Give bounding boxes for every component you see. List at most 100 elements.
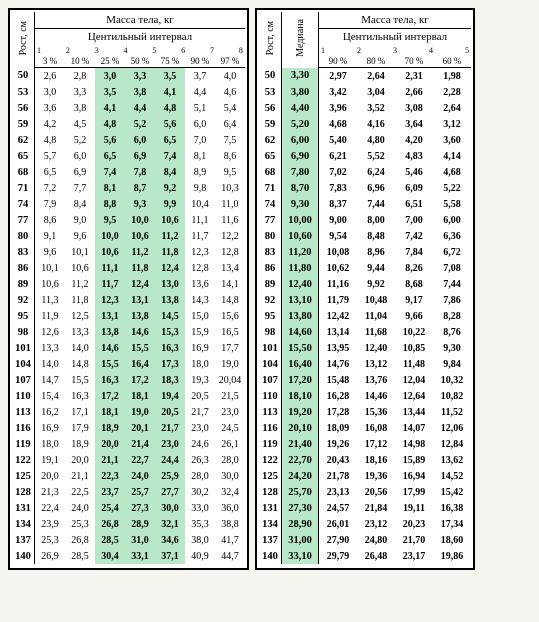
right-cell: 5,22 — [433, 180, 471, 196]
left-cell: 4,4 — [185, 84, 215, 100]
left-cell: 14,0 — [65, 340, 95, 356]
left-cell: 3,6 — [35, 100, 66, 116]
right-height: 89 — [259, 276, 282, 292]
left-cell: 7,0 — [185, 132, 215, 148]
left-cell: 20,0 — [95, 436, 125, 452]
left-cell: 10,6 — [95, 244, 125, 260]
left-cell: 8,7 — [125, 180, 155, 196]
left-cell: 17,2 — [95, 388, 125, 404]
right-cell: 18,60 — [433, 532, 471, 548]
right-cell: 12,04 — [395, 372, 433, 388]
right-median: 3,80 — [282, 84, 319, 100]
left-cell: 11,7 — [95, 276, 125, 292]
right-median: 5,20 — [282, 116, 319, 132]
left-cell: 11,2 — [125, 244, 155, 260]
left-height: 68 — [12, 164, 35, 180]
left-cell: 7,7 — [65, 180, 95, 196]
left-cell: 11,1 — [185, 212, 215, 228]
right-row-header: Рост, см — [259, 12, 282, 68]
left-height: 89 — [12, 276, 35, 292]
right-cell: 9,54 — [319, 228, 358, 244]
left-cell: 11,8 — [125, 260, 155, 276]
left-height: 110 — [12, 388, 35, 404]
right-cell: 3,52 — [357, 100, 395, 116]
left-cell: 32,4 — [215, 484, 245, 500]
right-height: 137 — [259, 532, 282, 548]
right-cell: 16,94 — [395, 468, 433, 484]
left-cell: 12,8 — [215, 244, 245, 260]
left-cell: 11,7 — [185, 228, 215, 244]
left-cell: 7,5 — [215, 132, 245, 148]
right-pct-2: 70 % — [395, 55, 433, 68]
left-cell: 9,6 — [65, 228, 95, 244]
right-panel: Рост, смМедианаМасса тела, кгЦентильный … — [255, 8, 475, 570]
left-cell: 13,8 — [95, 324, 125, 340]
right-cell: 7,44 — [433, 276, 471, 292]
left-cell: 9,5 — [215, 164, 245, 180]
right-median: 10,60 — [282, 228, 319, 244]
left-cell: 12,8 — [185, 260, 215, 276]
left-cell: 13,8 — [155, 292, 185, 308]
left-cell: 8,1 — [185, 148, 215, 164]
left-cell: 11,3 — [35, 292, 66, 308]
left-cell: 19,3 — [185, 372, 215, 388]
right-cell: 14,46 — [357, 388, 395, 404]
left-cell: 15,4 — [35, 388, 66, 404]
right-median: 13,80 — [282, 308, 319, 324]
right-indices: 12345 — [319, 45, 472, 55]
right-cell: 10,22 — [395, 324, 433, 340]
left-table: Рост, смМасса тела, кгЦентильный интерва… — [12, 12, 245, 564]
right-centile-title: Центильный интервал — [319, 29, 472, 46]
left-cell: 3,5 — [95, 84, 125, 100]
right-cell: 23,17 — [395, 548, 433, 564]
left-cell: 14,6 — [125, 324, 155, 340]
right-height: 56 — [259, 100, 282, 116]
left-cell: 18,1 — [125, 388, 155, 404]
left-height: 77 — [12, 212, 35, 228]
right-cell: 14,76 — [319, 356, 358, 372]
left-mass-title: Масса тела, кг — [35, 12, 246, 29]
left-cell: 8,4 — [155, 164, 185, 180]
left-cell: 24,0 — [125, 468, 155, 484]
left-cell: 7,8 — [125, 164, 155, 180]
right-cell: 3,64 — [395, 116, 433, 132]
right-pct-3: 60 % — [433, 55, 471, 68]
right-median: 15,50 — [282, 340, 319, 356]
right-cell: 16,38 — [433, 500, 471, 516]
left-row-header: Рост, см — [12, 12, 35, 68]
right-cell: 7,00 — [395, 212, 433, 228]
right-height: 122 — [259, 452, 282, 468]
right-table: Рост, смМедианаМасса тела, кгЦентильный … — [259, 12, 471, 564]
right-cell: 3,12 — [433, 116, 471, 132]
left-cell: 21,3 — [35, 484, 66, 500]
left-cell: 24,5 — [215, 420, 245, 436]
right-cell: 10,48 — [357, 292, 395, 308]
right-median: 14,60 — [282, 324, 319, 340]
left-cell: 5,2 — [65, 132, 95, 148]
right-cell: 10,85 — [395, 340, 433, 356]
left-cell: 11,1 — [95, 260, 125, 276]
right-median: 11,80 — [282, 260, 319, 276]
right-cell: 7,42 — [395, 228, 433, 244]
left-cell: 10,1 — [35, 260, 66, 276]
right-median: 22,70 — [282, 452, 319, 468]
right-height: 95 — [259, 308, 282, 324]
right-cell: 6,72 — [433, 244, 471, 260]
right-median: 28,90 — [282, 516, 319, 532]
left-indices: 12345678 — [35, 45, 246, 55]
right-cell: 8,68 — [395, 276, 433, 292]
left-height: 131 — [12, 500, 35, 516]
right-cell: 6,96 — [357, 180, 395, 196]
left-cell: 9,1 — [35, 228, 66, 244]
right-cell: 8,96 — [357, 244, 395, 260]
right-height: 68 — [259, 164, 282, 180]
left-cell: 22,3 — [95, 468, 125, 484]
right-cell: 13,14 — [319, 324, 358, 340]
right-mass-title: Масса тела, кг — [319, 12, 472, 29]
left-cell: 12,4 — [125, 276, 155, 292]
left-cell: 16,3 — [155, 340, 185, 356]
left-cell: 3,8 — [65, 100, 95, 116]
right-pct-1: 80 % — [357, 55, 395, 68]
left-cell: 4,6 — [215, 84, 245, 100]
left-cell: 5,6 — [95, 132, 125, 148]
